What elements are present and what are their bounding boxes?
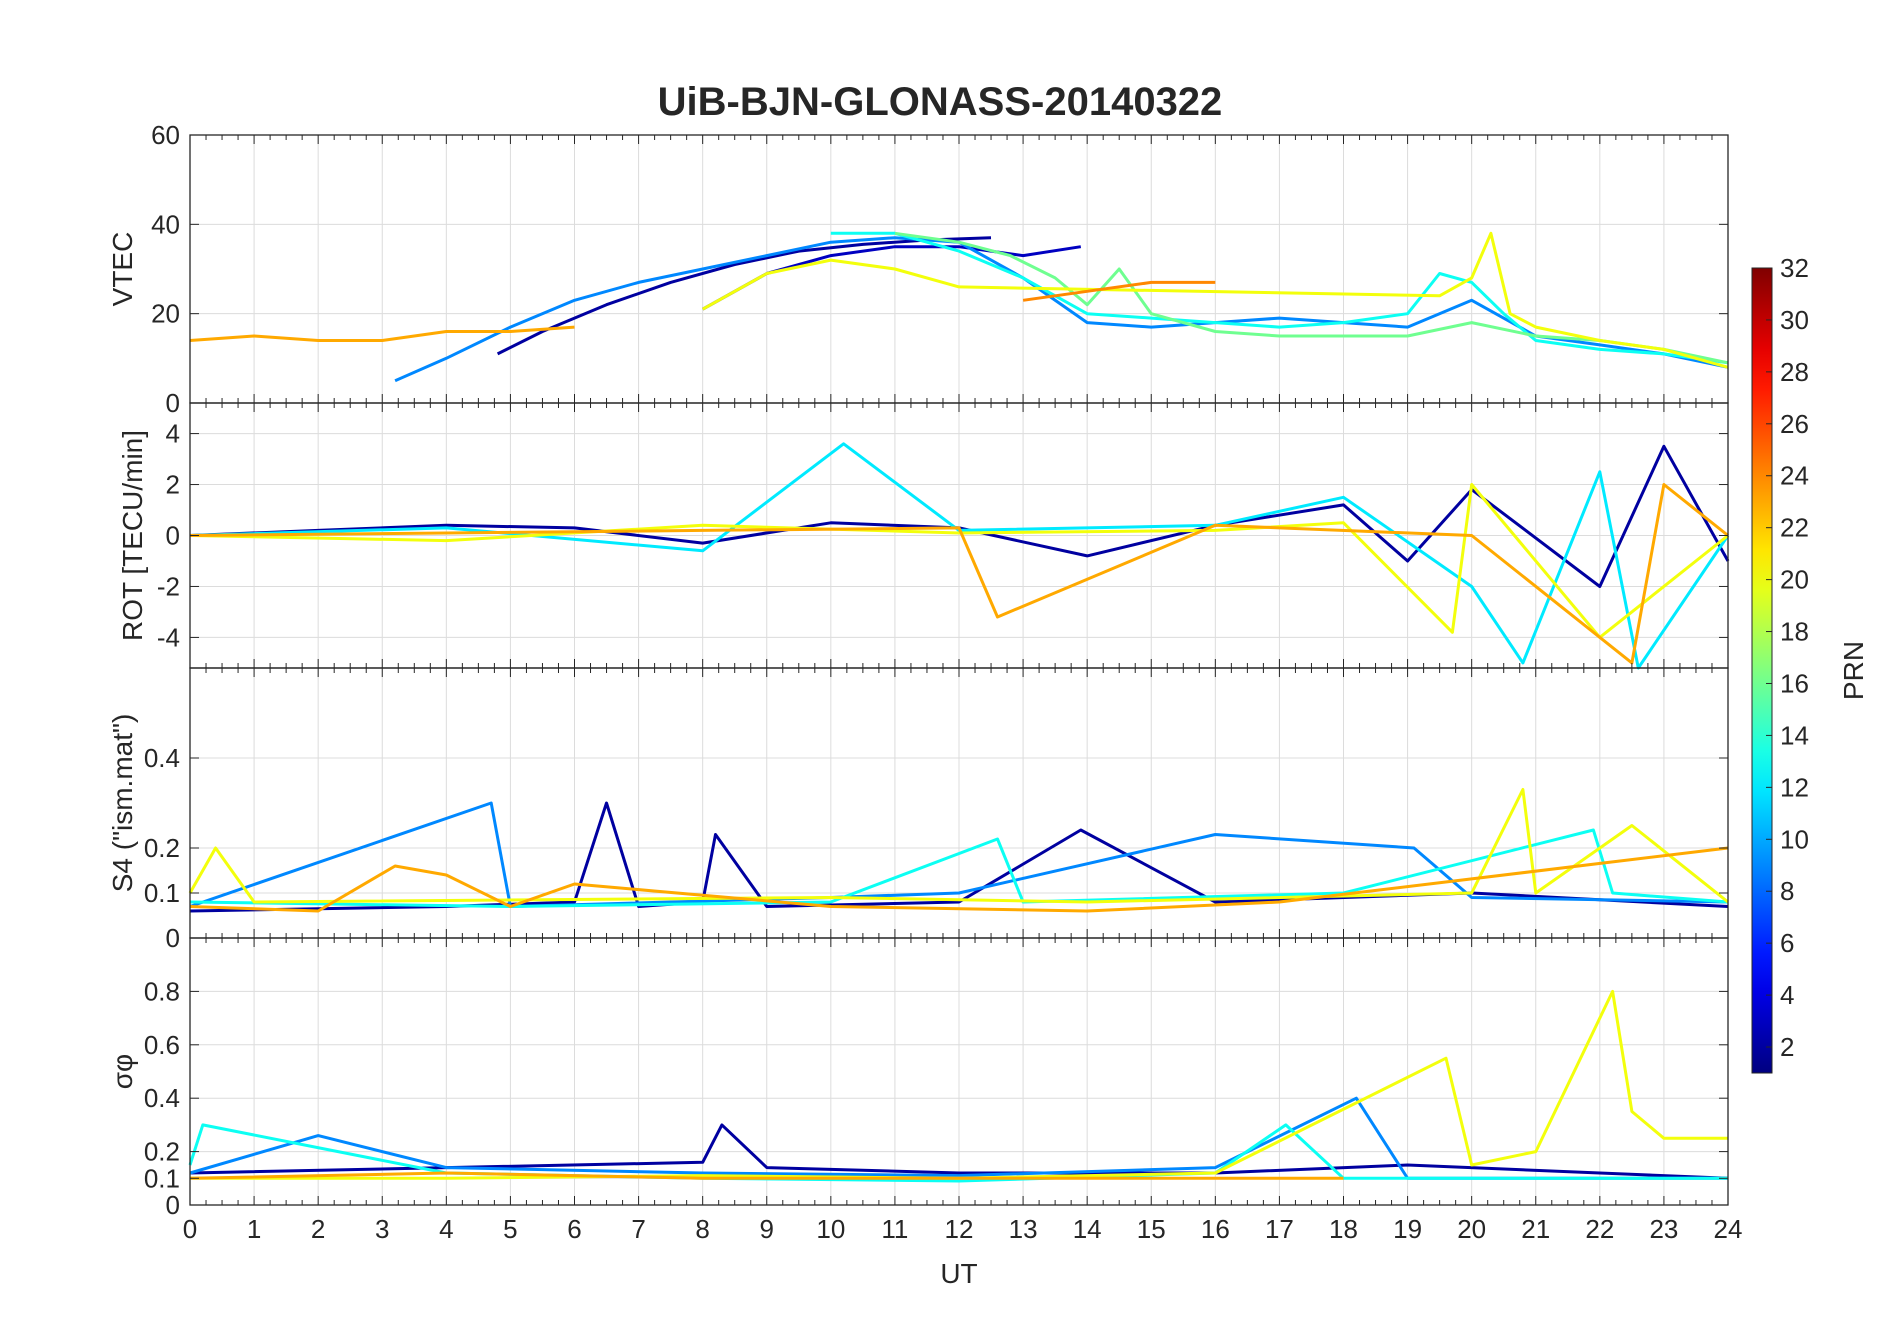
y-tick-label: 4: [166, 419, 180, 449]
y-tick-label: 2: [166, 470, 180, 500]
x-tick-label: 0: [183, 1214, 197, 1244]
panel-sigma_phi: 00.10.20.40.60.80 1 2 3 4 5 6 7 8 9 10 11 12 13 14 15 16…: [107, 937, 1743, 1289]
grid: [189, 668, 1729, 939]
colorbar-tick-label: 30: [1780, 305, 1809, 335]
series-line-prn-16: [894, 231, 1729, 365]
x-tick-label: 7: [631, 1214, 645, 1244]
x-tick-label: 21: [1521, 1214, 1550, 1244]
y-axis-label: VTEC: [107, 232, 138, 307]
y-axis-label: σφ: [107, 1054, 138, 1089]
colorbar-tick-label: 24: [1780, 461, 1809, 491]
x-tick-label: 1: [247, 1214, 261, 1244]
series-line-prn-24: [1022, 280, 1216, 302]
series-line-prn-9: [394, 236, 1729, 383]
colorbar-tick-label: 28: [1780, 357, 1809, 387]
panel-vtec: 0 20 40 60 VTEC: [107, 120, 1729, 418]
x-tick-label: 16: [1201, 1214, 1230, 1244]
series-line-prn-13: [830, 231, 1729, 365]
y-tick-label: 0.6: [144, 1030, 180, 1060]
y-tick-label: 0.1: [144, 878, 180, 908]
series-line-prn-2: [189, 801, 1729, 913]
x-tick-label: 23: [1649, 1214, 1678, 1244]
x-tick-label: 8: [695, 1214, 709, 1244]
colorbar-tick-label: 12: [1780, 772, 1809, 802]
series-line-prn-23: [189, 1171, 1344, 1180]
colorbar-tick-label: 22: [1780, 513, 1809, 543]
x-tick-label: 6: [567, 1214, 581, 1244]
x-tick-label: 22: [1585, 1214, 1614, 1244]
x-tick-label: 4: [439, 1214, 453, 1244]
colorbar-tick-label: 6: [1780, 928, 1794, 958]
y-tick-label: -2: [157, 571, 180, 601]
y-tick-label: 0: [166, 1190, 180, 1220]
y-tick-label: 0.4: [144, 743, 180, 773]
series-line-prn-13: [188, 1123, 1728, 1183]
y-tick-label: 0.2: [144, 833, 180, 863]
colorbar-gradient: [1751, 267, 1773, 1074]
y-axis-label: ROT [TECU/min]: [117, 430, 148, 641]
series-line-prn-2: [189, 1123, 1729, 1180]
series-line-prn-2: [496, 236, 992, 356]
grid: [189, 403, 1729, 668]
x-tick-label: 14: [1073, 1214, 1102, 1244]
x-axis-label: UT: [940, 1258, 977, 1289]
series-line-prn-20: [188, 788, 1729, 904]
x-tick-label: 13: [1009, 1214, 1038, 1244]
y-tick-label: 0: [166, 388, 180, 418]
series-line-prn-23: [189, 325, 575, 342]
x-tick-label: 9: [760, 1214, 774, 1244]
chart-title: UiB-BJN-GLONASS-20140322: [658, 80, 1223, 124]
colorbar-tick-label: 26: [1780, 409, 1809, 439]
colorbar-label: PRN: [1838, 641, 1869, 700]
y-tick-label: 40: [151, 209, 180, 239]
colorbar-tick-label: 4: [1780, 980, 1794, 1010]
colorbar-tick-label: 16: [1780, 668, 1809, 698]
series-line-prn-2: [189, 444, 1730, 588]
x-tick-label: 15: [1137, 1214, 1166, 1244]
x-tick-label: 24: [1714, 1214, 1743, 1244]
y-tick-label: 60: [151, 120, 180, 150]
grid: [189, 938, 1729, 1206]
x-tick-label: 11: [881, 1214, 908, 1244]
colorbar-tick-label: 20: [1780, 565, 1809, 595]
x-tick-label: 5: [503, 1214, 517, 1244]
x-tick-label: 12: [945, 1214, 974, 1244]
x-tick-label: 17: [1265, 1214, 1294, 1244]
y-tick-label: 0: [166, 521, 180, 551]
colorbar-tick-label: 32: [1780, 253, 1809, 283]
x-tick-label: 20: [1457, 1214, 1486, 1244]
colorbar-tick-label: 8: [1780, 876, 1794, 906]
y-tick-label: 0.1: [144, 1163, 180, 1193]
y-tick-label: 0.4: [144, 1083, 180, 1113]
colorbar-tick-label: 10: [1780, 824, 1809, 854]
x-tick-label: 3: [375, 1214, 389, 1244]
y-axis-label: S4 ("ism.mat"): [107, 714, 138, 893]
grid: [189, 134, 1729, 404]
colorbar-tick-label: 2: [1780, 1032, 1794, 1062]
colorbar-tick-label: 14: [1780, 720, 1809, 750]
y-tick-label: -4: [157, 622, 180, 652]
y-tick-label: 0.8: [144, 976, 180, 1006]
y-tick-label: 20: [151, 299, 180, 329]
y-tick-label: 0: [166, 923, 180, 953]
series-line-prn-12: [189, 442, 1730, 670]
x-tick-label: 10: [816, 1214, 845, 1244]
series-line-prn-23: [189, 483, 1729, 665]
x-tick-label: 2: [311, 1214, 325, 1244]
series-line-prn-20: [701, 231, 1729, 369]
y-tick-label: 0.2: [144, 1137, 180, 1167]
series-line-prn-23: [189, 846, 1729, 913]
x-tick-label: 19: [1393, 1214, 1422, 1244]
colorbar-tick-label: 18: [1780, 617, 1809, 647]
series-line-prn-9: [189, 1096, 1728, 1180]
panel-s4: 0 0.1 0.2 0.4S4 ("ism.mat"): [107, 667, 1729, 953]
panel-rot: -4 -2 0 2 4 ROT [TECU/min]: [117, 402, 1730, 670]
x-tick-label: 18: [1329, 1214, 1358, 1244]
